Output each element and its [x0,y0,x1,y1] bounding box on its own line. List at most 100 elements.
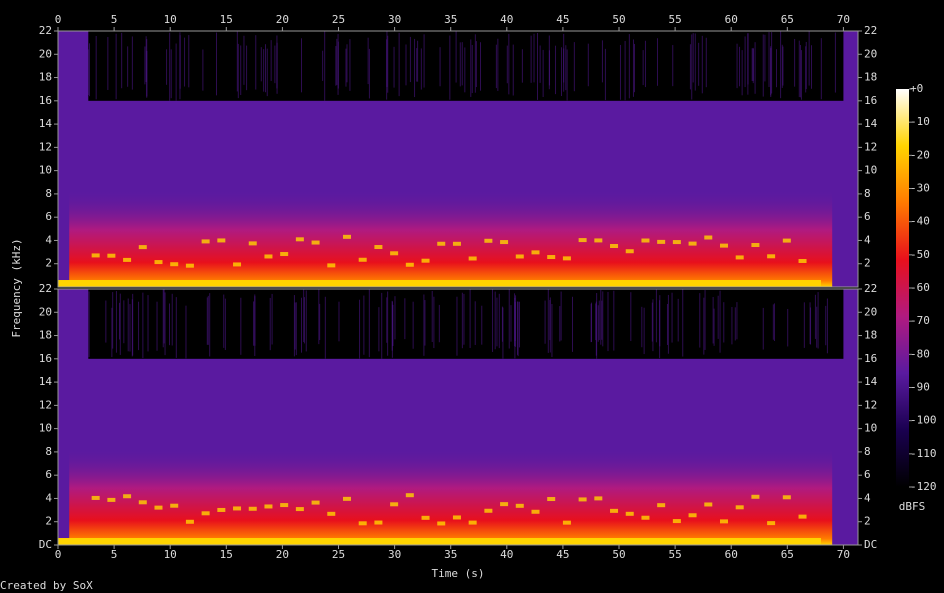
x-tick-label: 0 [55,548,62,561]
spectrogram-note [625,511,634,516]
spectrogram-note [264,504,273,509]
spectrogram-note [123,257,132,262]
spectrogram-note [91,495,100,500]
spectrogram-note [782,238,791,243]
y-tick-label: 20 [39,305,52,318]
y-tick-label: 10 [39,422,52,435]
spectrogram-note [641,238,650,243]
x-tick-label: 35 [444,548,457,561]
y-tick-label: 4 [864,491,871,504]
spectrogram-note [185,263,194,268]
y-tick-label: 14 [39,117,53,130]
spectrogram-note [138,500,147,505]
spectrogram-note [358,257,367,262]
x-tick-label: 65 [781,548,794,561]
y-tick-label: 18 [864,329,877,342]
y-tick-label: DC [864,538,877,551]
x-tick-label: 25 [332,13,345,26]
spectrogram-note [217,238,226,243]
y-tick-label: 16 [39,352,52,365]
y-tick-label: 14 [39,375,53,388]
x-tick-label: 65 [781,13,794,26]
spectrogram-note [311,240,320,245]
y-tick-label: 22 [39,282,52,295]
y-tick-label: 18 [39,329,52,342]
y-tick-label: 10 [39,164,52,177]
spectrogram-note [390,502,399,507]
spectrogram-note [562,256,571,261]
y-tick-label: 22 [864,24,877,37]
x-tick-label: 30 [388,13,401,26]
x-axis-label: Time (s) [432,567,485,580]
y-tick-label: 6 [864,468,871,481]
colorbar-tick-label: -10 [910,115,930,128]
y-tick-label: 12 [864,398,877,411]
spectrogram-note [264,254,273,259]
x-tick-label: 5 [111,548,118,561]
spectrogram-note [578,238,587,243]
spectrogram-note [767,254,776,259]
x-tick-label: 25 [332,548,345,561]
y-tick-label: 16 [864,94,877,107]
x-tick-label: 15 [220,548,233,561]
x-tick-label: 40 [500,548,513,561]
x-tick-label: 55 [668,548,681,561]
spectrogram-note [719,519,728,524]
spectrogram-note [782,495,791,500]
x-tick-label: 40 [500,13,513,26]
spectrogram-note [217,507,226,512]
spectrogram-note [735,505,744,510]
spectrogram-note [610,508,619,513]
spectrogram-note [578,497,587,502]
spectrogram-note [547,497,556,502]
spectrogram-note [688,241,697,246]
y-tick-label: 14 [864,375,878,388]
y-tick-label: 12 [864,140,877,153]
spectrogram-note [405,493,414,498]
x-tick-label: 0 [55,13,62,26]
x-tick-label: 70 [837,13,850,26]
y-tick-label: 20 [39,47,52,60]
spectrogram-note [437,241,446,246]
spectrogram-note [170,262,179,267]
spectrogram-note [342,496,351,501]
colorbar-tick-label: -90 [910,381,930,394]
y-tick-label: 2 [864,515,871,528]
x-tick-label: 5 [111,13,118,26]
y-tick-label: 12 [39,140,52,153]
spectrogram-note [594,496,603,501]
y-tick-label: 18 [864,71,877,84]
spectrogram-note [327,263,336,268]
spectrogram-note [280,503,289,508]
spectrogram-note [390,251,399,256]
y-tick-label: 10 [864,164,877,177]
x-tick-label: 70 [837,548,850,561]
spectrogram-note [610,243,619,248]
spectrogram-note [798,258,807,263]
spectrogram-note [452,241,461,246]
x-tick-label: 15 [220,13,233,26]
y-tick-label: 6 [45,210,52,223]
y-tick-label: 2 [864,257,871,270]
x-tick-label: 45 [556,13,569,26]
x-tick-label: 50 [612,13,625,26]
spectrogram-note [641,515,650,520]
spectrogram-note [704,235,713,240]
spectrogram-note [374,245,383,250]
spectrogram-high-band [88,289,844,359]
spectrogram-note [531,250,540,255]
spectrogram-low-band [58,280,821,287]
spectrogram-note [798,514,807,519]
spectrogram-note [767,521,776,526]
spectrogram-note [405,262,414,267]
spectrogram-note [138,245,147,250]
colorbar-tick-label: -30 [910,182,930,195]
x-tick-label: 30 [388,548,401,561]
spectrogram-note [248,506,257,511]
y-tick-label: 6 [864,210,871,223]
x-tick-label: 20 [276,548,289,561]
y-tick-label: 2 [45,515,52,528]
x-tick-label: 35 [444,13,457,26]
spectrogram-note [625,249,634,254]
spectrogram-note [107,253,116,258]
